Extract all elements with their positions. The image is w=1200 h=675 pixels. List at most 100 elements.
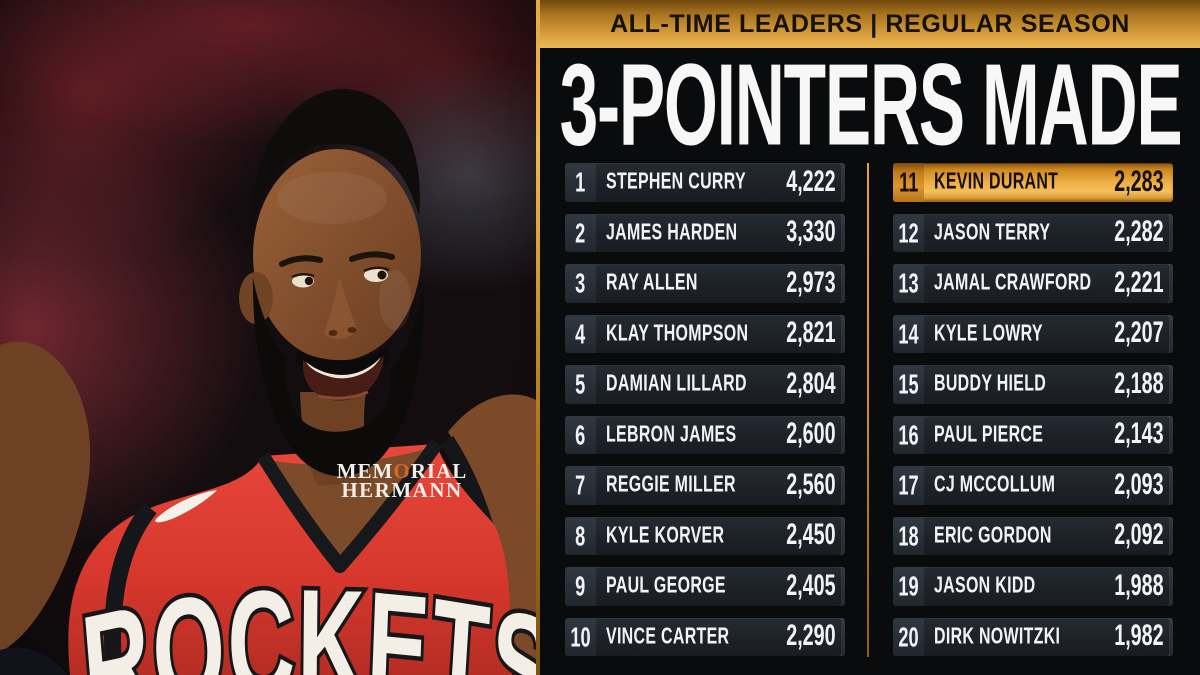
stat-value: 2,283 [1114,165,1164,199]
player-name: KEVIN DURANT [934,171,1059,194]
leaderboard-row: 19 JASON KIDD 1,988 [893,567,1173,606]
rank-number: 18 [898,520,919,552]
stat-value: 2,143 [1114,417,1164,451]
leaderboard-row: 15 BUDDY HIELD 2,188 [893,365,1173,404]
leaderboard-column-left: 1 STEPHEN CURRY 4,222 2 JAMES HARDEN 3,3… [565,163,845,668]
player-name: KYLE LOWRY [934,322,1043,345]
stat-value: 2,600 [786,417,836,451]
stat-value: 2,290 [786,619,836,653]
rank-cell: 4 [565,314,596,353]
player-name: DAMIAN LILLARD [606,373,747,396]
rank-cell: 1 [565,163,596,202]
rank-cell: 9 [565,567,596,606]
leaderboard-row: 12 JASON TERRY 2,282 [893,213,1173,252]
rank-number: 2 [575,217,586,249]
rank-cell: 7 [565,466,596,505]
leaderboard: 1 STEPHEN CURRY 4,222 2 JAMES HARDEN 3,3… [540,163,1200,675]
rank-number: 16 [898,419,919,451]
player-name: JAMAL CRAWFORD [934,272,1092,295]
stat-value: 2,188 [1114,367,1164,401]
rank-number: 19 [898,570,919,602]
stat-value: 2,221 [1114,266,1164,300]
jersey-wordmark: ROCKETS [73,555,536,675]
player-name: BUDDY HIELD [934,373,1047,396]
stat-value: 2,207 [1114,316,1164,350]
stat-value: 2,450 [786,518,836,552]
rank-number: 1 [575,166,586,198]
rank-number: 3 [575,267,586,299]
rank-number: 17 [898,469,919,501]
gold-edge-stripe [536,0,540,675]
leaderboard-row: 6 LEBRON JAMES 2,600 [565,415,845,454]
leaderboard-row: 10 VINCE CARTER 2,290 [565,617,845,656]
rank-number: 9 [575,570,586,602]
player-name: PAUL PIERCE [934,423,1044,446]
leaderboard-row: 9 PAUL GEORGE 2,405 [565,567,845,606]
leaderboard-row: 2 JAMES HARDEN 3,330 [565,213,845,252]
player-name: CJ MCCOLLUM [934,474,1056,497]
beard [252,278,425,477]
leaderboard-row: 4 KLAY THOMPSON 2,821 [565,314,845,353]
rank-number: 10 [570,621,591,653]
rank-number: 12 [898,217,919,249]
page-title-text: 3-POINTERS MADE [559,39,1182,170]
rank-number: 5 [575,368,586,400]
leaderboard-row: 7 REGGIE MILLER 2,560 [565,466,845,505]
player-name: VINCE CARTER [606,625,730,648]
stat-value: 2,973 [786,266,836,300]
rank-cell: 8 [565,516,596,555]
stat-value: 3,330 [786,215,836,249]
rank-cell: 20 [893,617,924,656]
rank-cell: 2 [565,213,596,252]
player-photo-illustration: MEMORIAL HERMANN ROCKETS [0,0,536,675]
leaderboard-row: 16 PAUL PIERCE 2,143 [893,415,1173,454]
rank-cell: 10 [565,617,596,656]
rank-cell: 17 [893,466,924,505]
player-name: LEBRON JAMES [606,423,737,446]
rank-cell: 15 [893,365,924,404]
rank-number: 6 [575,419,586,451]
rank-cell: 16 [893,415,924,454]
stat-value: 2,560 [786,468,836,502]
leaderboard-row: 3 RAY ALLEN 2,973 [565,264,845,303]
svg-text:ROCKETS: ROCKETS [76,559,536,675]
leaderboard-row: 11 KEVIN DURANT 2,283 [893,163,1173,202]
rank-cell: 18 [893,516,924,555]
player-name: JASON KIDD [934,575,1036,598]
rank-cell: 12 [893,213,924,252]
player-name: KLAY THOMPSON [606,322,749,345]
rank-cell: 6 [565,415,596,454]
stat-value: 2,405 [786,569,836,603]
rank-cell: 5 [565,365,596,404]
stat-value: 2,282 [1114,215,1164,249]
stat-value: 2,821 [786,316,836,350]
rank-cell: 14 [893,314,924,353]
column-divider [867,163,869,657]
player-name: KYLE KORVER [606,524,725,547]
rank-number: 15 [898,368,919,400]
leaderboard-column-right: 11 KEVIN DURANT 2,283 12 JASON TERRY 2,2… [893,163,1173,668]
nike-swoosh-icon [155,490,217,523]
leaderboard-row: 13 JAMAL CRAWFORD 2,221 [893,264,1173,303]
rank-number: 8 [575,520,586,552]
rank-cell: 19 [893,567,924,606]
banner-label: ALL-TIME LEADERS | REGULAR SEASON [610,9,1130,38]
stat-value: 2,804 [786,367,836,401]
rank-cell: 3 [565,264,596,303]
leaderboard-row: 8 KYLE KORVER 2,450 [565,516,845,555]
player-name: JASON TERRY [934,221,1051,244]
leaderboard-row: 14 KYLE LOWRY 2,207 [893,314,1173,353]
rank-cell: 11 [893,163,924,202]
svg-text:MEMORIAL: MEMORIAL [337,459,468,483]
rank-number: 13 [898,267,919,299]
player-name: PAUL GEORGE [606,575,726,598]
rank-number: 11 [898,166,919,198]
stat-value: 4,222 [786,165,836,199]
stats-panel: ALL-TIME LEADERS | REGULAR SEASON 3-POIN… [540,0,1200,675]
player-name: ERIC GORDON [934,524,1052,547]
leaderboard-row: 5 DAMIAN LILLARD 2,804 [565,365,845,404]
sponsor-patch: MEMORIAL HERMANN [337,459,468,502]
leaderboard-row: 18 ERIC GORDON 2,092 [893,516,1173,555]
svg-text:HERMANN: HERMANN [341,478,462,502]
